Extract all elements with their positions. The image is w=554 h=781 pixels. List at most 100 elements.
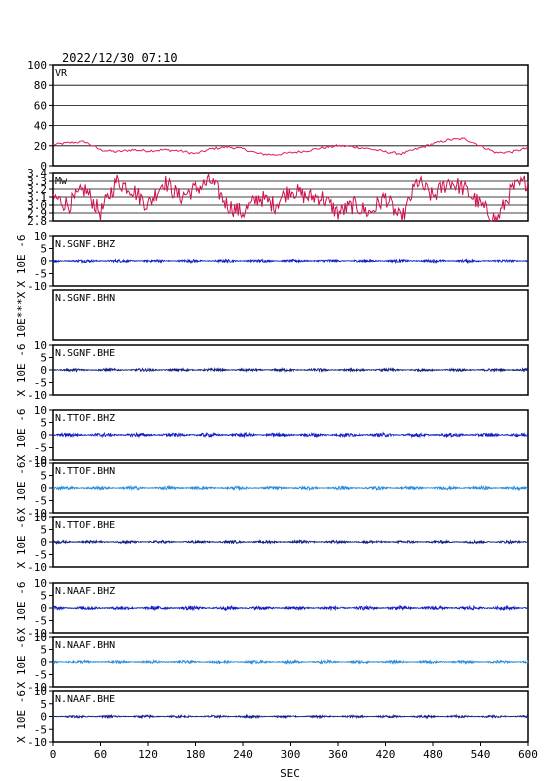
series-line-mw (52, 172, 529, 222)
y-tick-label: 0 (40, 160, 47, 173)
y-tick-label: 80 (34, 79, 47, 92)
series-line-vr (52, 137, 529, 156)
y-tick-label: -10 (27, 736, 47, 749)
panel-label: N.SGNF.BHZ (55, 239, 115, 250)
y-axis-label: X 10E -6 (15, 409, 28, 462)
y-tick-label: 3.1 (27, 191, 47, 204)
y-tick-label: -10 (27, 627, 47, 640)
waveform-naaf-bhz (52, 604, 529, 612)
waveform-ttof-bhz (52, 431, 529, 439)
y-tick-label: 5 (40, 524, 47, 537)
panel-label: N.TTOF.BHN (55, 466, 115, 477)
y-tick-label: 5 (40, 590, 47, 603)
x-tick-label: 300 (281, 748, 301, 761)
y-tick-label: 0 (40, 429, 47, 442)
x-tick-label: 420 (376, 748, 396, 761)
y-tick-label: -10 (27, 454, 47, 467)
y-tick-label: -5 (34, 723, 47, 736)
y-axis-label: X 10E -6 (15, 690, 28, 743)
waveform-ttof-bhe (52, 538, 529, 545)
panel-mw: 2.82.93.03.13.23.33.4 Mw (27, 167, 529, 228)
y-tick-label: 10 (34, 631, 47, 644)
y-tick-label: 0 (40, 536, 47, 549)
y-tick-label: 5 (40, 243, 47, 256)
panel-label: VR (55, 68, 68, 79)
waveform-naaf-bhe (53, 713, 529, 720)
y-axis-label: X 10E -6 (15, 344, 28, 397)
y-axis-label: X 10E -6 (15, 462, 28, 515)
y-tick-label: 0 (40, 364, 47, 377)
y-tick-label: -5 (34, 495, 47, 508)
panel-label: N.TTOF.BHE (55, 520, 115, 531)
y-tick-label: 5 (40, 417, 47, 430)
y-axis-label: X 10E -6 (15, 636, 28, 689)
waveform-ttof-bhn (52, 484, 528, 492)
panel-label: N.SGNF.BHE (55, 348, 115, 359)
y-tick-label: -5 (34, 669, 47, 682)
y-tick-label: 0 (40, 482, 47, 495)
y-tick-label: 3.4 (27, 167, 47, 180)
panel-vr: 0 20 40 60 80 100 VR (27, 59, 529, 173)
waveform-sgnf-bhz (52, 258, 529, 265)
x-tick-label: 0 (50, 748, 57, 761)
y-tick-label: 10 (34, 230, 47, 243)
y-tick-label: 10 (34, 339, 47, 352)
timestamp-label: 2022/12/30 07:10 (62, 51, 178, 65)
y-tick-label: -5 (34, 268, 47, 281)
waveform-naaf-bhn (52, 658, 529, 666)
panels-group: 020406080100VR2.82.93.03.13.23.33.4Mw-10… (15, 59, 529, 749)
panel-label: N.TTOF.BHZ (55, 413, 115, 424)
y-tick-label: -10 (27, 280, 47, 293)
y-tick-label: 10 (34, 511, 47, 524)
y-tick-label: 3.3 (27, 175, 47, 188)
x-tick-label: 180 (186, 748, 206, 761)
y-tick-label: 0 (40, 255, 47, 268)
y-tick-label: -5 (34, 442, 47, 455)
y-tick-label: -5 (34, 377, 47, 390)
x-tick-label: 120 (138, 748, 158, 761)
panel-label: N.NAAF.BHZ (55, 586, 115, 597)
panel-label: N.NAAF.BHE (55, 694, 115, 705)
y-tick-label: 0 (40, 602, 47, 615)
panel-label: N.SGNF.BHN (55, 293, 115, 304)
y-tick-label: 10 (34, 685, 47, 698)
waveform-sgnf-bhe (52, 366, 529, 373)
panel-label: N.NAAF.BHN (55, 640, 115, 651)
y-tick-label: -10 (27, 389, 47, 402)
y-tick-label: 60 (34, 99, 47, 112)
y-axis-label: X 10E -6 (15, 235, 28, 288)
panel-frame (52, 64, 529, 167)
y-tick-label: 3.2 (27, 183, 47, 196)
y-tick-label: 10 (34, 404, 47, 417)
y-tick-label: -10 (27, 681, 47, 694)
y-tick-label: 0 (40, 711, 47, 724)
y-tick-label: -10 (27, 561, 47, 574)
x-tick-label: 60 (94, 748, 107, 761)
panel-sgnf-bhn: N.SGNF.BHN 10E***X (15, 289, 529, 341)
y-tick-label: 10 (34, 577, 47, 590)
x-axis: 0 60 120 180 240 300 360 420 480 540 600 (50, 742, 538, 761)
y-tick-label: 5 (40, 470, 47, 483)
y-tick-label: 3.0 (27, 199, 47, 212)
y-tick-label: 5 (40, 698, 47, 711)
y-tick-label: 10 (34, 457, 47, 470)
y-tick-label: 2.8 (27, 215, 47, 228)
x-tick-label: 540 (471, 748, 491, 761)
y-tick-label: 2.9 (27, 207, 47, 220)
x-axis-label: SEC (280, 767, 300, 780)
x-tick-label: 480 (423, 748, 443, 761)
panel-label: Mw (55, 176, 68, 187)
y-tick-label: -5 (34, 549, 47, 562)
y-tick-label: 5 (40, 644, 47, 657)
y-tick-label: -10 (27, 507, 47, 520)
y-tick-label: 0 (40, 656, 47, 669)
y-tick-label: -5 (34, 615, 47, 628)
x-tick-label: 240 (233, 748, 253, 761)
panel-frame (52, 289, 529, 341)
